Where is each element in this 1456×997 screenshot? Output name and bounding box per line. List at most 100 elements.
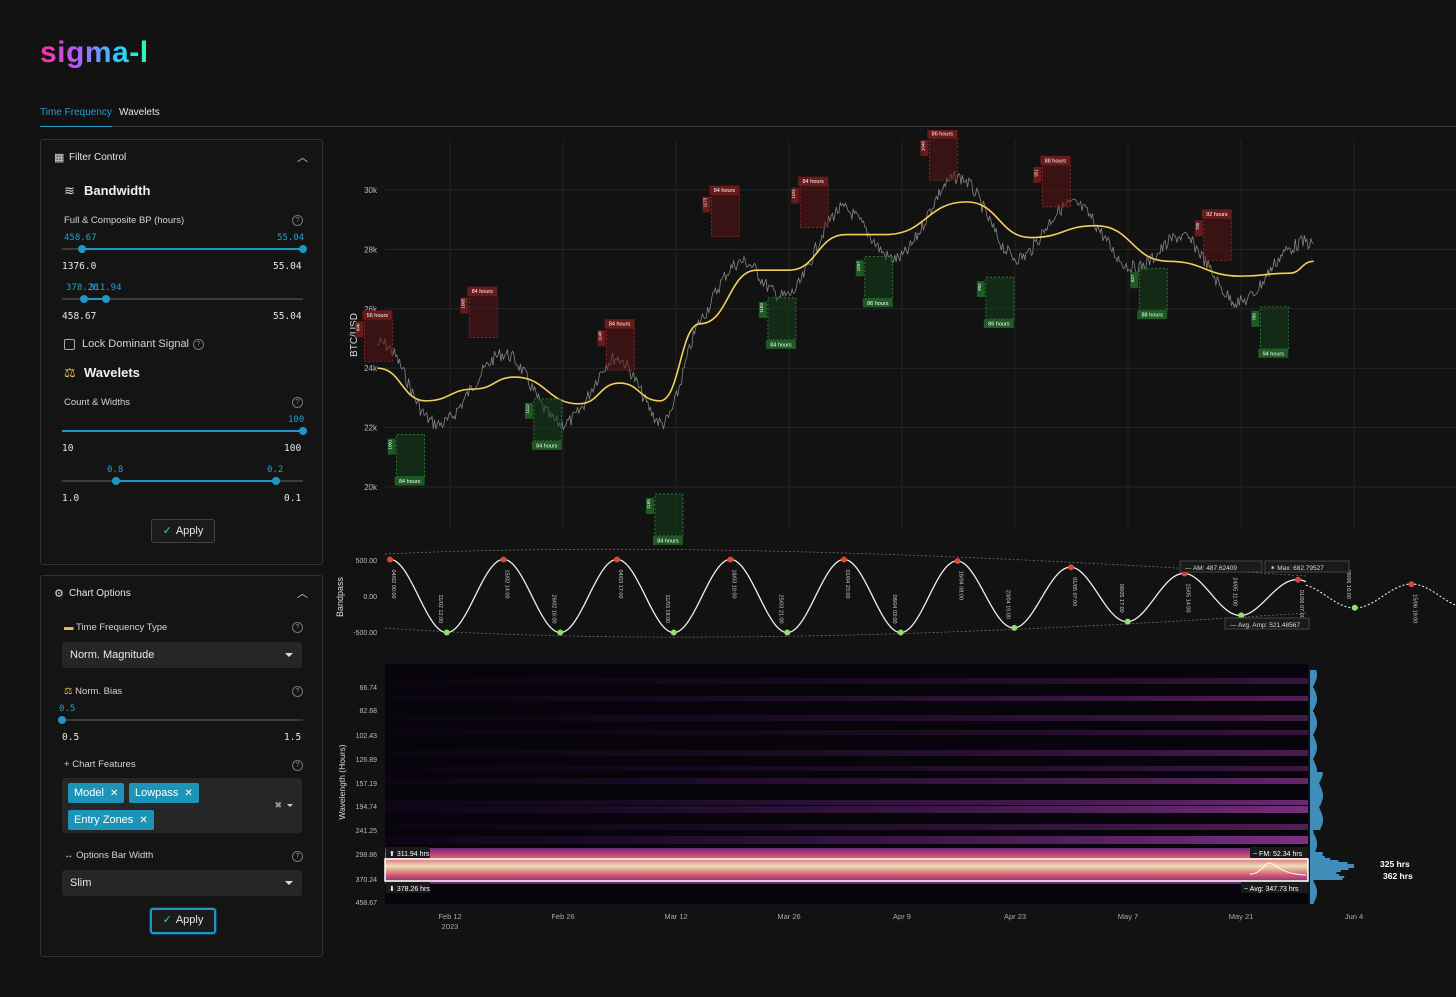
full-bp-slider[interactable] [62,245,307,253]
profile-bar [1310,764,1316,766]
wavelet-width-low-handle[interactable] [112,477,120,485]
chart-features-select[interactable]: Model ✕ Lowpass ✕ Entry Zones ✕ ✖ [62,778,302,833]
help-icon[interactable]: ? [292,686,303,697]
peak-label: 15/06 19:00 [1412,594,1418,623]
peak-dot [1408,581,1415,588]
profile-bar [1310,844,1317,846]
profile-bar [1310,674,1317,676]
close-icon[interactable]: ✕ [139,815,148,826]
trough-dot [443,629,450,636]
profile-bar [1310,760,1314,762]
price-chart[interactable]: 30k 28k 26k 24k 22k 20k BTC/USD 56 hours 040 84… [349,130,1456,545]
wavelet-count-slider[interactable] [62,427,307,435]
full-bp-low-handle[interactable] [78,245,86,253]
profile-bar [1310,804,1321,806]
profile-bar [1310,862,1348,864]
wavelet-heatmap[interactable]: 66.74 82.68 102.43 126.89 157.19 194.74 241.25… [337,664,1413,931]
profile-bar [1310,772,1323,774]
chart-features-label-text: Chart Features [72,759,136,770]
profile-bar [1310,832,1314,834]
help-icon[interactable]: ? [292,397,303,408]
zone-marker: 040 [355,323,360,331]
profile-bar [1310,880,1314,882]
composite-bp-slider[interactable] [62,295,303,303]
help-icon[interactable]: ? [292,851,303,862]
composite-bp-high-handle[interactable] [102,295,110,303]
scale-icon: ⚖ [64,686,73,697]
chart-options-apply-button[interactable]: ✓ Apply [150,908,216,934]
peak-dot [841,556,847,563]
tab-time-frequency[interactable]: Time Frequency [40,107,112,127]
norm-bias-handle[interactable] [58,716,66,724]
card-icon: ▬ [64,622,74,633]
zone-marker-bg [702,196,711,213]
app-logo: sigma-l [40,36,149,69]
price-y-tick: 26k [364,305,378,314]
tf-type-select[interactable]: Norm. Magnitude [62,642,302,668]
bar-width-select[interactable]: Slim [62,870,302,896]
feature-chip-entry-zones[interactable]: Entry Zones ✕ [68,810,154,830]
filter-control-header[interactable]: ▦ Filter Control ︿ [41,140,322,172]
profile-bar [1310,698,1317,700]
bandpass-chart[interactable]: 500.00 0.00 -500.00 Bandpass 04/02 00:00 15… [335,548,1456,638]
sell-zone [364,318,393,362]
profile-bar [1310,884,1316,886]
wavelet-width-high-value: 0.2 [267,465,284,475]
profile-bar [1310,792,1323,794]
zone-label-bg [1201,209,1232,219]
clear-icon[interactable]: ✖ [274,800,282,810]
help-icon[interactable]: ? [292,760,303,771]
norm-bias-label: ⚖ Norm. Bias [64,686,122,697]
profile-bar [1310,892,1317,894]
tab-wavelets[interactable]: Wavelets [119,107,160,118]
profile-bar [1310,776,1322,778]
profile-bar [1310,690,1316,692]
profile-bar [1310,868,1349,870]
close-icon[interactable]: ✕ [184,788,193,799]
filter-apply-button[interactable]: ✓ Apply [151,519,215,543]
feature-chip-model[interactable]: Model ✕ [68,783,125,803]
heatmap-ridge [385,715,1308,721]
composite-band-box[interactable] [384,858,1309,882]
composite-bp-low-handle[interactable] [80,295,88,303]
profile-bar [1310,874,1340,876]
heatmap-x-tick: Mar 26 [777,912,800,921]
profile-bar [1310,734,1314,736]
chart-options-header[interactable]: ⚙ Chart Options ︿ [41,576,322,608]
heatmap-y-tick: 126.89 [356,757,378,764]
profile-bar [1310,800,1322,802]
zone-marker-bg [1130,272,1139,289]
lock-dominant-checkbox[interactable] [64,339,75,350]
profile-bar [1310,900,1315,902]
trough-label: 23/04 15:00 [1004,590,1010,619]
tf-type-label: ▬ Time Frequency Type [64,622,167,633]
zone-label: 84 hours [609,322,631,328]
help-icon[interactable]: ? [292,622,303,633]
wavelet-count-handle[interactable] [299,427,307,435]
wavelet-width-high-handle[interactable] [272,477,280,485]
help-icon[interactable]: ? [292,215,303,226]
peak-label: 15/05 14:00 [1185,583,1191,612]
profile-bar [1310,834,1315,836]
zone-label-bg [1258,348,1289,358]
chevron-up-icon[interactable]: ︿ [297,588,308,600]
norm-bias-slider[interactable] [58,716,303,724]
profile-bar [1310,670,1317,672]
caret-down-icon[interactable] [287,804,293,807]
chart-area[interactable]: 30k 28k 26k 24k 22k 20k BTC/USD 56 hours 040 84… [330,130,1456,940]
feature-chip-lowpass[interactable]: Lowpass ✕ [129,783,199,803]
norm-bias-label-text: Norm. Bias [75,686,123,697]
wavelets-heading: ⚖ Wavelets [64,365,140,381]
heatmap-x-tick: Apr 23 [1004,912,1026,921]
full-bp-high-handle[interactable] [299,245,307,253]
chevron-up-icon[interactable]: ︿ [297,152,308,164]
wavelet-width-slider[interactable] [62,477,303,485]
close-icon[interactable]: ✕ [109,788,119,799]
profile-bar [1310,704,1316,706]
chart-options-apply-label: Apply [175,914,204,926]
heatmap-ridge [385,696,1308,701]
zone-label: 84 hours [472,289,494,295]
heatmap-x-tick: Jun 4 [1345,912,1363,921]
profile-bar [1310,680,1316,682]
help-icon[interactable]: ? [193,339,204,350]
